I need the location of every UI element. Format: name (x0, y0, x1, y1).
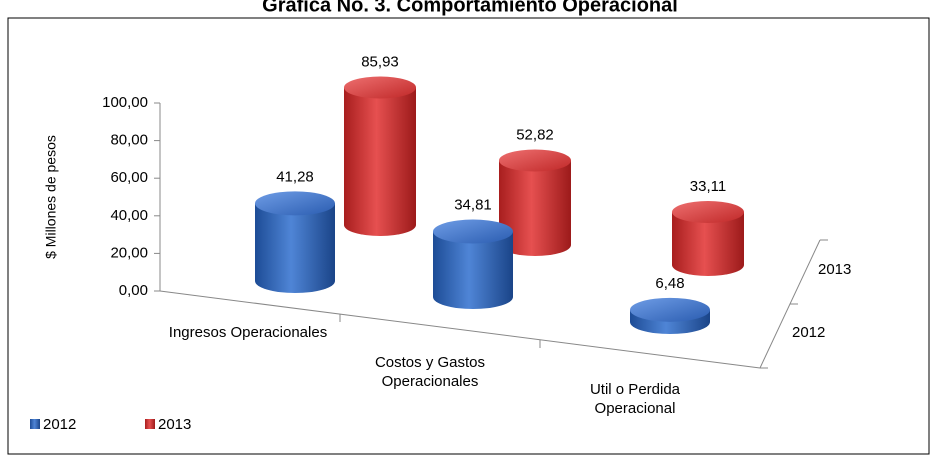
y-axis-label: $ Millones de pesos (43, 135, 59, 259)
y-tick-label: 80,00 (110, 132, 148, 149)
depth-label: 2013 (818, 261, 851, 278)
x-axis (159, 290, 761, 369)
x-tick-label: Costos y Gastos Operacionales (374, 354, 486, 390)
value-label: 85,93 (361, 53, 399, 70)
legend-label: 2013 (158, 416, 191, 433)
legend-label: 2012 (43, 416, 76, 433)
y-tick-label: 60,00 (110, 169, 148, 186)
cylinder-body (499, 160, 571, 256)
cylinder-top (255, 191, 335, 216)
chart-title: Grafica No. 3. Comportamiento Operaciona… (262, 0, 678, 16)
y-tick-label: 40,00 (110, 207, 148, 224)
legend-swatch (30, 419, 40, 429)
cylinder-body (255, 203, 335, 293)
value-label: 52,82 (516, 126, 554, 143)
value-label: 6,48 (655, 275, 684, 292)
value-label: 34,81 (454, 197, 492, 214)
frame (7, 17, 930, 455)
cylinder-top (630, 297, 710, 322)
cylinder-top (433, 219, 513, 244)
cylinder-body (344, 87, 416, 237)
y-tick-label: 0,00 (119, 282, 148, 299)
cylinder-top (344, 76, 416, 99)
y-tick-label: 20,00 (110, 244, 148, 261)
y-tick-label: 100,00 (102, 94, 148, 111)
cylinder-top (499, 149, 571, 172)
value-label: 41,28 (276, 168, 314, 185)
cylinder-body (672, 212, 744, 276)
cylinder-body (433, 231, 513, 309)
legend-swatch (145, 419, 155, 429)
depth-label: 2012 (792, 324, 825, 341)
x-tick-label: Util o Perdida Operacional (589, 381, 681, 417)
value-label: 33,11 (690, 178, 726, 195)
x-tick-label: Ingresos Operacionales (168, 324, 328, 341)
cylinder-top (672, 201, 744, 224)
